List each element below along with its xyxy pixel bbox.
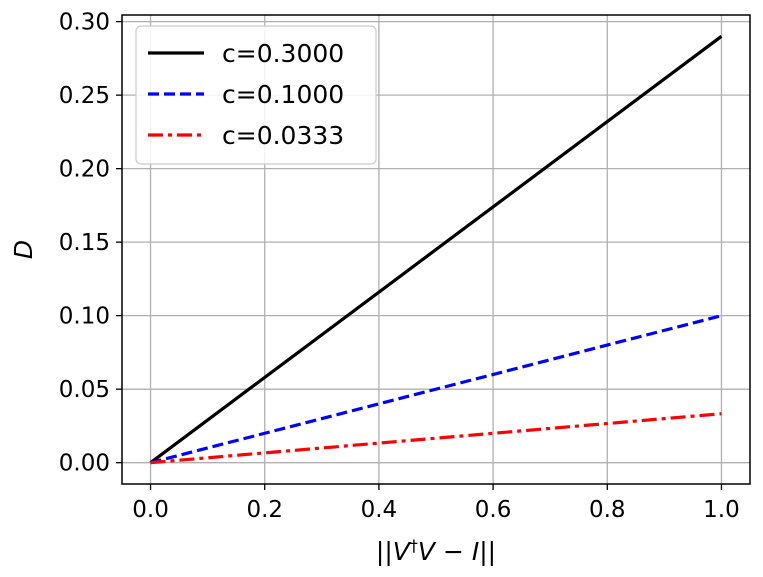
y-tick-label: 0.05	[59, 377, 110, 403]
x-label-part: ||	[479, 537, 496, 566]
y-tick-label: 0.20	[59, 157, 110, 183]
series-line-0	[149, 35, 723, 464]
y-tick-label: 0.15	[59, 230, 110, 256]
legend: c=0.3000 c=0.1000 c=0.0333	[135, 25, 377, 165]
ticks: 0.0 0.2 0.4 0.6 0.8 1.0 0.00 0.05 0.10 0.15 0.20 0.…	[59, 10, 740, 523]
y-tick-label: 0.00	[59, 451, 110, 477]
x-axis-label: ||V†V − I||	[376, 536, 496, 567]
series-group	[149, 35, 723, 465]
x-tick-label: 0.0	[132, 497, 169, 523]
x-label-part: I	[472, 537, 479, 566]
y-axis-label: D	[9, 240, 38, 259]
legend-box	[135, 25, 377, 165]
legend-label: c=0.0333	[222, 121, 344, 150]
y-tick-label: 0.30	[59, 10, 110, 36]
x-tick-label: 0.6	[475, 497, 512, 523]
series-line-2	[150, 412, 722, 465]
legend-label: c=0.3000	[222, 39, 344, 68]
x-label-part: V	[418, 537, 437, 566]
x-tick-label: 0.2	[246, 497, 283, 523]
x-tick-label: 0.8	[589, 497, 626, 523]
x-tick-label: 0.4	[361, 497, 398, 523]
x-label-part: †	[410, 536, 418, 555]
y-tick-label: 0.10	[59, 304, 110, 330]
x-label-part: −	[435, 537, 472, 566]
x-tick-label: 1.0	[703, 497, 740, 523]
legend-label: c=0.1000	[222, 80, 344, 109]
y-tick-label: 0.25	[59, 83, 110, 109]
x-label-part: ||	[376, 537, 393, 566]
plot-frame	[121, 14, 751, 485]
series-line-1	[150, 314, 722, 465]
x-label-part: V	[393, 537, 412, 566]
